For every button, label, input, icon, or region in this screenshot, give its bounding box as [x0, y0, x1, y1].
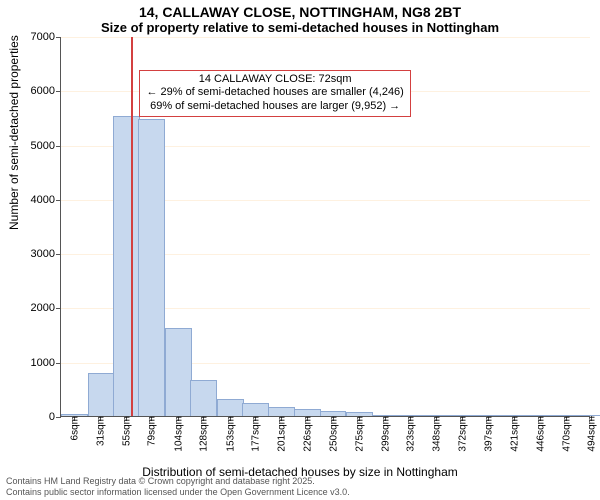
title-main: 14, CALLAWAY CLOSE, NOTTINGHAM, NG8 2BT	[0, 0, 600, 20]
x-tick-label: 372sqm	[455, 416, 468, 452]
x-tick-label: 201sqm	[274, 416, 287, 452]
x-tick-label: 397sqm	[482, 416, 495, 452]
x-tick-label: 470sqm	[559, 416, 572, 452]
x-tick-label: 177sqm	[249, 416, 262, 452]
gridline	[61, 37, 590, 38]
y-tick-mark	[56, 146, 61, 147]
x-tick-label: 299sqm	[378, 416, 391, 452]
annotation-line3: 69% of semi-detached houses are larger (…	[146, 100, 403, 114]
x-tick-label: 494sqm	[585, 416, 598, 452]
x-tick-label: 250sqm	[326, 416, 339, 452]
y-tick-mark	[56, 200, 61, 201]
footer-line1: Contains HM Land Registry data © Crown c…	[6, 476, 350, 487]
x-tick-label: 104sqm	[171, 416, 184, 452]
chart-container: { "title_main": "14, CALLAWAY CLOSE, NOT…	[0, 0, 600, 500]
y-tick-mark	[56, 308, 61, 309]
annotation-line1: 14 CALLAWAY CLOSE: 72sqm	[146, 73, 403, 87]
histogram-bar	[217, 399, 244, 416]
property-marker-line	[131, 37, 133, 416]
x-tick-label: 6sqm	[67, 416, 80, 440]
histogram-bar	[268, 407, 295, 416]
histogram-bar	[294, 409, 321, 417]
histogram-bar	[190, 380, 217, 416]
x-tick-label: 31sqm	[94, 416, 107, 446]
y-axis-label: Number of semi-detached properties	[7, 35, 21, 230]
annotation-box: 14 CALLAWAY CLOSE: 72sqm← 29% of semi-de…	[139, 70, 410, 117]
footer-line2: Contains public sector information licen…	[6, 487, 350, 498]
x-tick-label: 153sqm	[223, 416, 236, 452]
y-tick-mark	[56, 254, 61, 255]
x-tick-label: 421sqm	[507, 416, 520, 452]
plot-area: 010002000300040005000600070006sqm31sqm55…	[60, 37, 590, 417]
x-tick-label: 226sqm	[301, 416, 314, 452]
y-tick-mark	[56, 91, 61, 92]
x-tick-label: 446sqm	[534, 416, 547, 452]
histogram-bar	[113, 116, 140, 416]
histogram-bar	[165, 328, 192, 416]
annotation-line2: ← 29% of semi-detached houses are smalle…	[146, 86, 403, 100]
histogram-bar	[138, 119, 165, 416]
histogram-bar	[242, 403, 269, 416]
x-tick-label: 323sqm	[403, 416, 416, 452]
y-tick-mark	[56, 417, 61, 418]
y-tick-mark	[56, 363, 61, 364]
title-sub: Size of property relative to semi-detach…	[0, 20, 600, 37]
x-tick-label: 348sqm	[430, 416, 443, 452]
histogram-bar	[88, 373, 115, 416]
x-tick-label: 55sqm	[119, 416, 132, 446]
footer-attribution: Contains HM Land Registry data © Crown c…	[6, 476, 350, 498]
y-tick-mark	[56, 37, 61, 38]
x-tick-label: 275sqm	[353, 416, 366, 452]
x-tick-label: 128sqm	[197, 416, 210, 452]
x-tick-label: 79sqm	[145, 416, 158, 446]
